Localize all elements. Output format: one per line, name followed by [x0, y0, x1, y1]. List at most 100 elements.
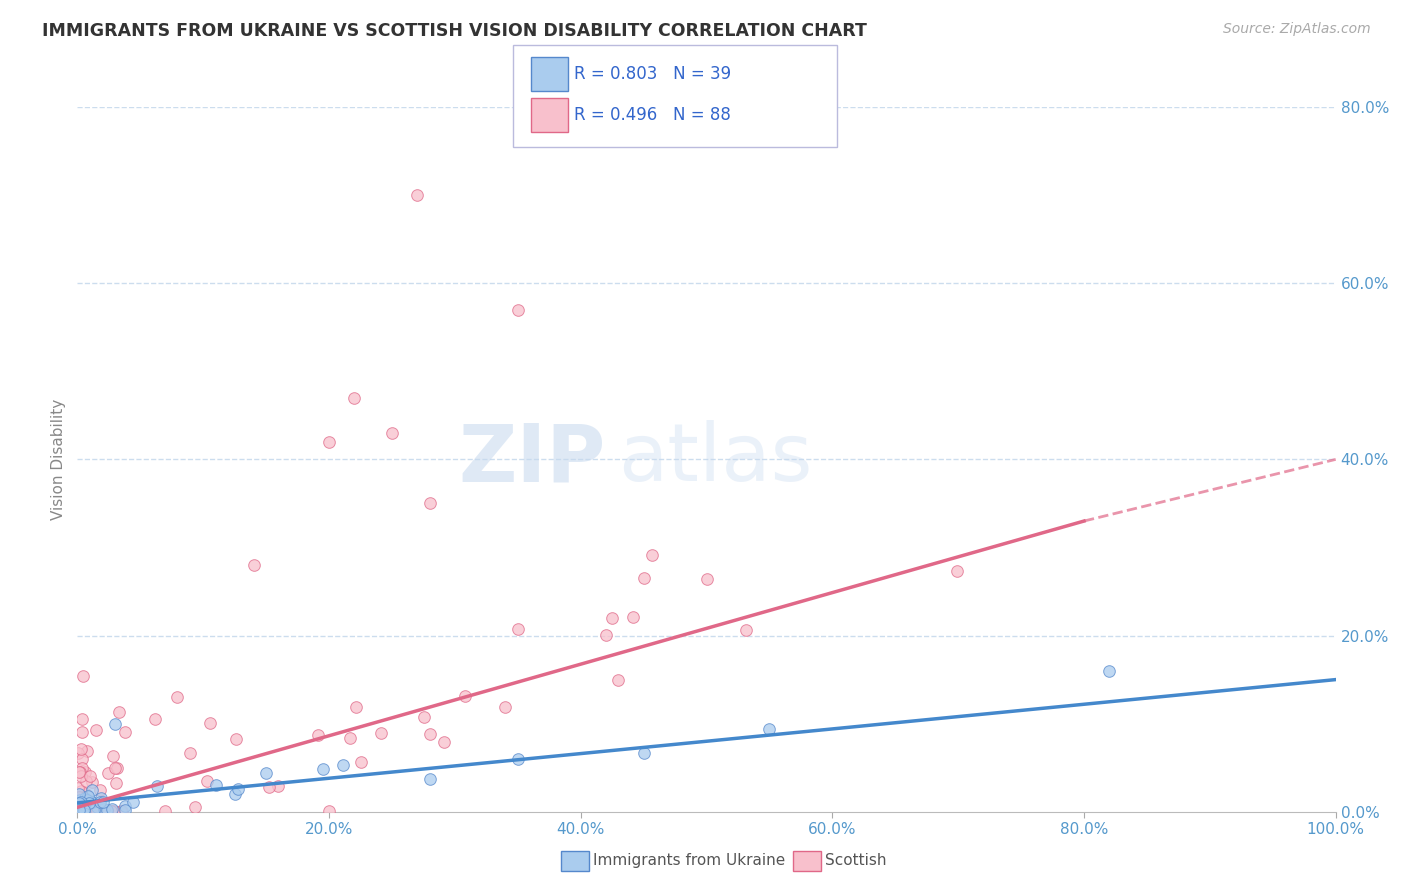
- Point: [108, 706, 131, 720]
- Point: [506, 302, 529, 317]
- Point: [69, 792, 91, 806]
- Point: [103, 804, 125, 818]
- Point: [419, 727, 441, 741]
- Point: [623, 610, 645, 624]
- Point: [72, 803, 94, 817]
- Point: [79, 804, 101, 818]
- Text: Immigrants from Ukraine: Immigrants from Ukraine: [593, 854, 786, 868]
- Point: [114, 803, 136, 817]
- Point: [89, 783, 111, 797]
- Point: [350, 755, 373, 769]
- Point: [86, 799, 108, 814]
- Point: [89, 796, 111, 810]
- Point: [75, 774, 97, 789]
- Point: [600, 610, 623, 624]
- Point: [121, 795, 143, 809]
- Point: [73, 791, 96, 805]
- Point: [90, 804, 112, 818]
- Point: [69, 764, 91, 779]
- Point: [67, 787, 90, 801]
- Point: [607, 673, 630, 687]
- Point: [70, 725, 93, 739]
- Point: [67, 803, 90, 817]
- Point: [69, 784, 91, 798]
- Point: [70, 769, 93, 783]
- Point: [90, 790, 112, 805]
- Point: [75, 787, 97, 801]
- Point: [166, 690, 188, 704]
- Point: [242, 558, 264, 573]
- Point: [66, 792, 89, 806]
- Point: [100, 804, 122, 818]
- Point: [72, 790, 94, 805]
- Point: [96, 804, 118, 818]
- Point: [110, 804, 132, 818]
- Point: [419, 496, 441, 510]
- Point: [412, 710, 434, 724]
- Point: [224, 787, 246, 801]
- Point: [506, 622, 529, 636]
- Point: [254, 765, 277, 780]
- Text: Source: ZipAtlas.com: Source: ZipAtlas.com: [1223, 22, 1371, 37]
- Point: [143, 712, 166, 726]
- Point: [67, 746, 90, 760]
- Point: [946, 564, 969, 578]
- Point: [76, 744, 98, 758]
- Point: [75, 803, 97, 817]
- Point: [370, 726, 392, 740]
- Point: [146, 780, 169, 794]
- Point: [633, 746, 655, 760]
- Point: [79, 804, 101, 818]
- Point: [419, 772, 441, 786]
- Text: IMMIGRANTS FROM UKRAINE VS SCOTTISH VISION DISABILITY CORRELATION CHART: IMMIGRANTS FROM UKRAINE VS SCOTTISH VISI…: [42, 22, 868, 40]
- Point: [80, 775, 103, 789]
- Point: [494, 699, 516, 714]
- Point: [66, 804, 89, 818]
- Point: [67, 804, 90, 818]
- Point: [696, 572, 718, 586]
- Point: [67, 794, 90, 808]
- Point: [195, 773, 218, 788]
- Point: [97, 766, 120, 780]
- Point: [72, 760, 94, 774]
- Point: [87, 804, 110, 818]
- Point: [93, 804, 115, 818]
- Point: [641, 549, 664, 563]
- Point: [70, 804, 93, 818]
- Text: ZIP: ZIP: [458, 420, 606, 499]
- Point: [307, 728, 329, 742]
- Point: [758, 722, 780, 736]
- Point: [184, 799, 207, 814]
- Point: [67, 789, 90, 804]
- Point: [72, 803, 94, 817]
- Text: Scottish: Scottish: [825, 854, 887, 868]
- Point: [82, 782, 104, 797]
- Point: [114, 724, 136, 739]
- Point: [70, 712, 93, 726]
- Point: [73, 804, 96, 818]
- Point: [70, 741, 93, 756]
- Point: [633, 571, 655, 585]
- Point: [225, 732, 247, 747]
- Point: [86, 804, 108, 818]
- Point: [76, 793, 98, 807]
- Point: [75, 804, 97, 818]
- Point: [86, 797, 108, 812]
- Point: [312, 763, 335, 777]
- Point: [100, 802, 122, 816]
- Point: [100, 804, 122, 818]
- Point: [76, 789, 98, 803]
- Point: [83, 803, 105, 817]
- Point: [91, 795, 114, 809]
- Point: [67, 781, 90, 796]
- Point: [343, 391, 366, 405]
- Point: [70, 795, 93, 809]
- Point: [179, 746, 201, 760]
- Point: [96, 803, 118, 817]
- Point: [66, 797, 89, 812]
- Point: [80, 804, 103, 818]
- Point: [344, 700, 367, 714]
- Point: [73, 797, 96, 812]
- Text: atlas: atlas: [619, 420, 813, 499]
- Point: [381, 425, 404, 440]
